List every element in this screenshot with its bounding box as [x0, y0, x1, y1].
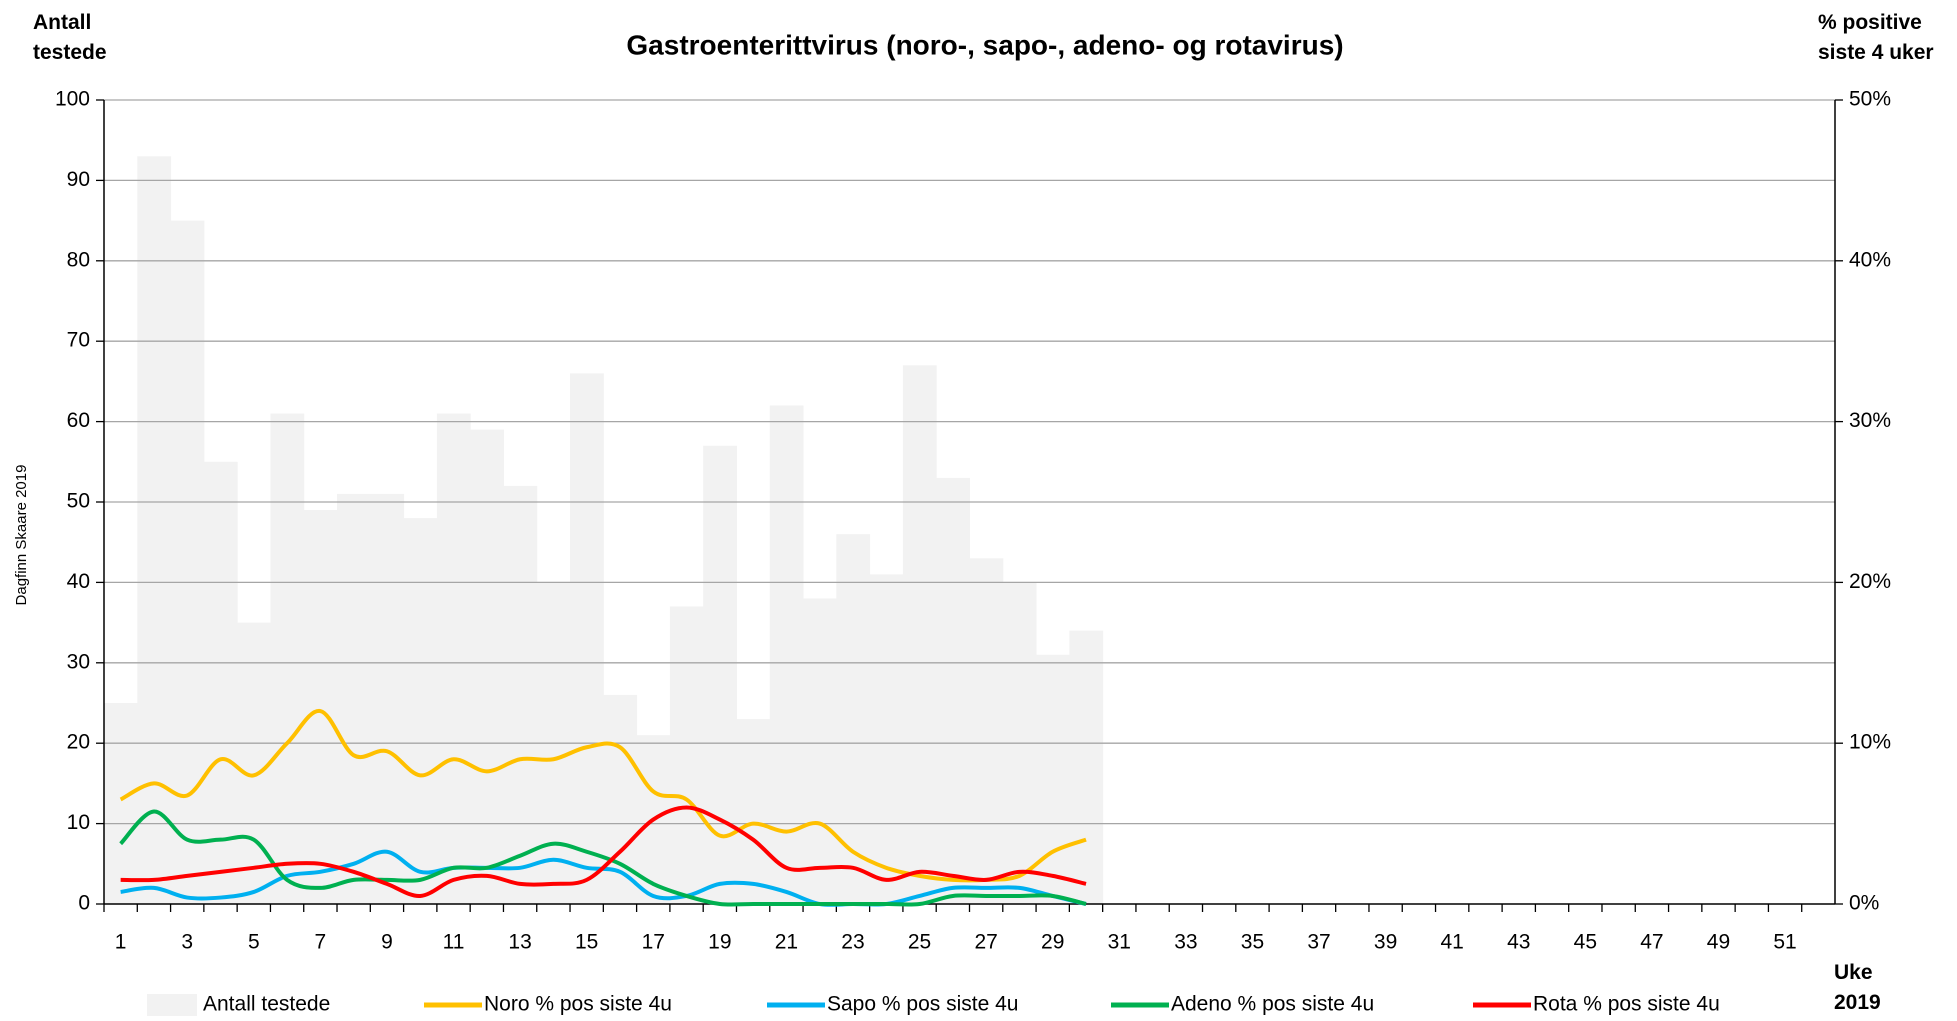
bar [337, 493, 371, 904]
bar [836, 534, 871, 904]
bar [503, 485, 538, 904]
x-tick-label: 27 [974, 931, 997, 954]
x-tick-label: 5 [248, 931, 260, 954]
bar [403, 518, 438, 904]
x-tick-label: 45 [1574, 931, 1597, 954]
legend-marker [147, 994, 197, 1016]
y2-tick-label: 30% [1849, 409, 1891, 432]
bar [104, 703, 138, 904]
bar [170, 220, 205, 905]
bar [669, 606, 704, 904]
bar [936, 477, 970, 904]
x-tick-label: 21 [775, 931, 798, 954]
x-tick-label: 1 [115, 931, 127, 954]
bar [270, 413, 305, 904]
x-tick-label: 17 [642, 931, 665, 954]
bar [570, 373, 604, 904]
y-axis-label: Antall testede [33, 11, 107, 64]
y-tick-label: 90 [67, 168, 90, 191]
bar [1036, 654, 1070, 904]
x-tick-label: 47 [1640, 931, 1663, 954]
bar [869, 574, 904, 904]
y-tick-label: 70 [67, 329, 90, 352]
bar [137, 156, 172, 904]
bar [303, 510, 338, 904]
bar [436, 413, 471, 904]
x-axis-label: Uke 2019 [1834, 961, 1881, 1014]
bar [1069, 630, 1104, 904]
y-tick-label: 60 [67, 409, 90, 432]
line [119, 809, 1087, 907]
bar [769, 405, 804, 904]
line [119, 709, 1087, 883]
x-tick-label: 31 [1108, 931, 1131, 954]
bar [203, 461, 238, 904]
y2-tick-label: 10% [1849, 731, 1891, 754]
y-tick-label: 0 [78, 892, 90, 915]
x-tick-label: 7 [315, 931, 327, 954]
x-tick-label: 9 [381, 931, 393, 954]
x-tick-label: 15 [575, 931, 598, 954]
chart-title: Gastroenterittvirus (noro-, sapo-, adeno… [626, 29, 1343, 60]
x-tick-label: 29 [1041, 931, 1064, 954]
y2-tick-label: 20% [1849, 570, 1891, 593]
bar [370, 493, 405, 904]
x-tick-label: 25 [908, 931, 931, 954]
x-tick-label: 39 [1374, 931, 1397, 954]
line [120, 805, 1087, 898]
x-tick-label: 11 [443, 931, 465, 954]
x-tick-label: 23 [841, 931, 864, 954]
x-tick-label: 43 [1507, 931, 1530, 954]
legend-label: Antall testede [203, 993, 330, 1016]
y-tick-label: 30 [67, 650, 90, 673]
y2-axis-label: % positive siste 4 uker [1818, 11, 1934, 64]
y-tick-label: 40 [67, 570, 90, 593]
bar [902, 365, 937, 904]
x-tick-label: 51 [1773, 931, 1796, 954]
y2-tick-label: 40% [1849, 248, 1891, 271]
y-tick-label: 10 [67, 811, 90, 834]
y2-tick-label: 0% [1849, 892, 1879, 915]
bar [237, 622, 271, 904]
y-tick-label: 80 [67, 248, 90, 271]
x-tick-label: 3 [181, 931, 193, 954]
bar [803, 598, 837, 904]
x-tick-label: 49 [1707, 931, 1730, 954]
x-tick-label: 19 [708, 931, 731, 954]
legend-label: Noro % pos siste 4u [484, 993, 672, 1016]
bar [736, 719, 771, 904]
legend-label: Sapo % pos siste 4u [827, 993, 1018, 1016]
legend-label: Adeno % pos siste 4u [1171, 993, 1374, 1016]
x-tick-label: 41 [1441, 931, 1464, 954]
legend-label: Rota % pos siste 4u [1533, 993, 1720, 1016]
x-tick-label: 35 [1241, 931, 1264, 954]
bar [470, 429, 504, 904]
x-tick-label: 13 [508, 931, 531, 954]
y-tick-label: 20 [67, 731, 90, 754]
y-tick-label: 100 [55, 88, 90, 111]
x-tick-label: 37 [1307, 931, 1330, 954]
bar [969, 558, 1004, 904]
y2-tick-label: 50% [1849, 88, 1891, 111]
y-tick-label: 50 [67, 490, 90, 513]
credit: Dagfinn Skaare 2019 [13, 465, 30, 606]
x-tick-label: 33 [1174, 931, 1197, 954]
